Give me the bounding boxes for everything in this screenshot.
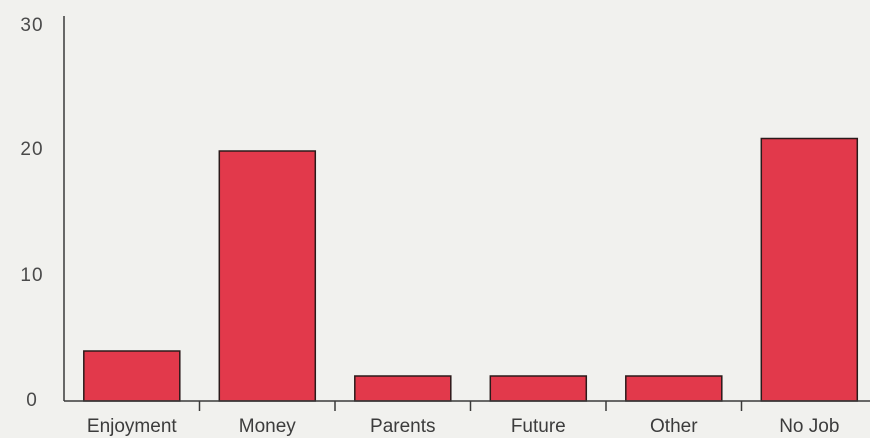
x-labels-group: Enjoyment Money Parents Future Other No Job xyxy=(87,416,839,437)
bar-money xyxy=(218,150,317,402)
bars-group xyxy=(83,137,859,402)
x-tick-label-other: Other xyxy=(650,416,698,437)
bar-future xyxy=(489,375,588,402)
bar-other xyxy=(625,375,723,402)
y-tick-label-0: 0 xyxy=(26,390,38,411)
x-tick-label-enjoyment: Enjoyment xyxy=(87,416,177,437)
y-axis: 0 10 20 30 xyxy=(20,15,65,411)
x-tick-label-no-job: No Job xyxy=(779,416,839,437)
x-tick-label-parents: Parents xyxy=(370,416,435,437)
bar-parents xyxy=(354,375,452,402)
bar-no-job xyxy=(760,137,859,402)
x-axis xyxy=(64,400,870,411)
y-tick-label-30: 30 xyxy=(20,15,43,36)
x-tick-label-money: Money xyxy=(239,416,297,437)
y-tick-label-20: 20 xyxy=(20,139,43,160)
bar-enjoyment xyxy=(83,350,181,402)
y-tick-label-10: 10 xyxy=(20,265,43,286)
x-tick-label-future: Future xyxy=(511,416,566,437)
